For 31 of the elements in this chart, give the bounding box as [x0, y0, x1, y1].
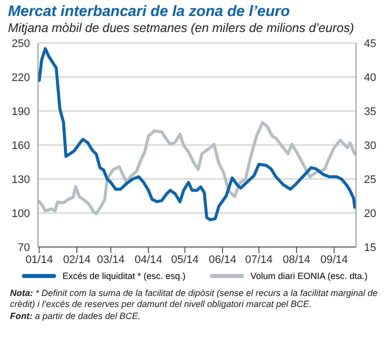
y2-tick-label: 25 [364, 174, 376, 186]
chart-title: Mercat interbancari de la zona de l’euro [7, 2, 291, 20]
y-tick-label: 70 [18, 242, 30, 254]
legend-label: Volum diari EONIA (esc. dta.) [250, 271, 368, 281]
x-tick-label: 06/14 [208, 254, 236, 266]
legend-label: Excés de liquiditat * (esc. esq.) [62, 271, 186, 281]
x-tick-label: 07/14 [245, 254, 273, 266]
x-tick-label: 09/14 [320, 254, 348, 266]
text: Font: a partir de dades del BCE. [10, 310, 142, 322]
y2-tick-label: 40 [364, 72, 376, 84]
x-tick-label: 03/14 [97, 254, 125, 266]
x-tick-label: 04/14 [134, 254, 162, 266]
x-tick-label: 05/14 [171, 254, 199, 266]
y2-tick-label: 35 [364, 106, 376, 118]
y2-tick-label: 20 [364, 208, 376, 220]
line-series [38, 121, 356, 216]
chart-subtitle: Mitjana mòbil de dues setmanes (en milers de milions d’euros) [7, 20, 355, 35]
y-tick-label: 160 [12, 140, 30, 152]
y2-tick-label: 15 [364, 242, 376, 254]
x-tick-label: 01/14 [25, 254, 53, 266]
y2-tick-label: 45 [364, 38, 376, 50]
y2-tick-label: 30 [364, 140, 376, 152]
y-tick-label: 190 [12, 106, 30, 118]
x-tick-label: 08/14 [282, 254, 310, 266]
y-tick-label: 100 [12, 208, 30, 220]
line-series [38, 47, 356, 222]
y-tick-label: 250 [12, 38, 30, 50]
y-tick-label: 220 [12, 72, 30, 84]
text: Nota: * Definit com la suma de la facilitat de dipòsit (sense el recurs a la facilitat marginal de crèdit) i l’excés de reserves per damunt del nivell obligatori marcat pel BCE. [10, 288, 379, 310]
y-tick-label: 130 [12, 174, 30, 186]
x-tick-label: 02/14 [63, 254, 91, 266]
